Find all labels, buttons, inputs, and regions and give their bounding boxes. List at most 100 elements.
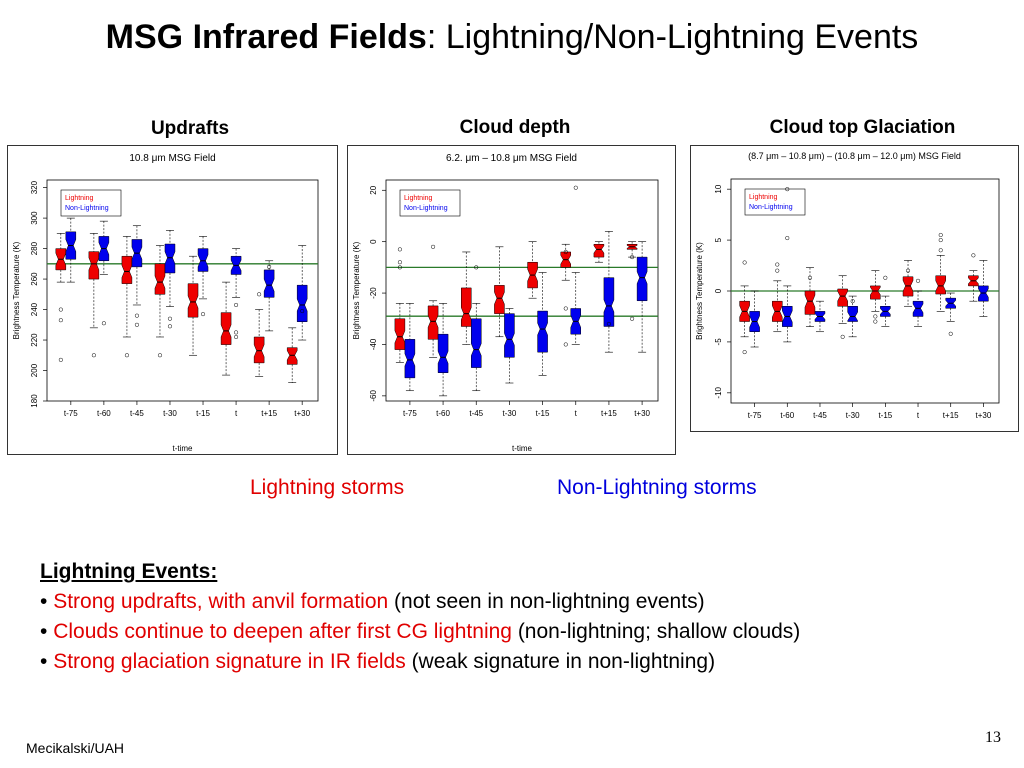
legend-lightning: Lightning	[749, 194, 778, 201]
chart-cloud-depth-svg: 6.2. μm – 10.8 μm MSG Field -60 -40 -20 0 20 B…	[352, 153, 659, 453]
box-nonlightning	[504, 313, 515, 358]
outlier-point	[573, 185, 578, 190]
chart-glaciation-svg: (8.7 μm – 10.8 μm) – (10.8 μm – 12.0 μm)…	[695, 151, 1000, 420]
box-lightning	[121, 255, 133, 284]
outlier-point	[474, 265, 479, 270]
bullet-3: • Strong glaciation signature in IR fiel…	[40, 647, 800, 677]
outlier-point	[775, 268, 780, 273]
outlier-point	[563, 342, 568, 347]
outlier-point	[234, 330, 239, 335]
x-tick-label: t-45	[130, 409, 144, 418]
bullet-2: • Clouds continue to deepen after first …	[40, 617, 800, 647]
x-tick-label: t	[575, 409, 578, 418]
box-nonlightning	[263, 269, 275, 298]
x-tick-label: t+30	[634, 409, 650, 418]
x-tick-label: t-15	[878, 411, 892, 420]
x-axis-label: t-time	[173, 444, 194, 453]
y-tick-label: -40	[369, 338, 378, 350]
bullet-3-char: •	[40, 650, 48, 673]
outlier-point	[775, 262, 780, 267]
bullet-3-note: (weak signature in non-lightning)	[405, 650, 716, 673]
outlier-point	[807, 275, 813, 280]
outlier-point	[883, 275, 888, 280]
outlier-point	[915, 278, 921, 283]
outlier-point	[134, 322, 139, 327]
lightning-events: Lightning Events: • Strong updrafts, wit…	[40, 557, 800, 677]
chart-cloud-depth: 6.2. μm – 10.8 μm MSG Field -60 -40 -20 0 20 B…	[347, 145, 676, 455]
y-tick-label: 220	[30, 333, 39, 347]
outlier-point	[234, 334, 239, 340]
outlier-point	[840, 334, 845, 339]
x-tick-label: t-60	[436, 409, 450, 418]
legend-nonlightning: Non-Lightning	[404, 205, 448, 212]
y-tick-label: 10	[714, 184, 723, 193]
x-tick-label: t-60	[780, 411, 794, 420]
y-tick-label: 300	[30, 211, 39, 225]
box-nonlightning	[978, 285, 989, 302]
box-lightning	[427, 305, 439, 340]
y-tick-label: -60	[369, 390, 378, 402]
box-lightning	[154, 263, 166, 295]
outlier-point	[58, 357, 63, 362]
box-lightning	[902, 276, 914, 297]
slide-title: MSG Infrared Fields: Lightning/Non-Light…	[0, 18, 1024, 57]
outlier-point	[630, 255, 635, 260]
box-lightning	[253, 336, 265, 364]
x-tick-label: t+15	[601, 409, 617, 418]
box-nonlightning	[847, 306, 858, 322]
outlier-point	[134, 313, 139, 318]
legend-box	[399, 189, 461, 217]
x-tick-label: t-15	[536, 409, 550, 418]
box-nonlightning	[912, 300, 924, 317]
bullet-1-char: •	[40, 590, 48, 613]
outlier-point	[397, 265, 402, 270]
outlier-point	[938, 232, 943, 238]
box-nonlightning	[636, 256, 648, 302]
y-tick-label: 20	[369, 185, 378, 194]
box-lightning	[804, 290, 816, 315]
chart-updrafts-svg: 10.8 μm MSG Field 180 200 220 240 260 280 300 32…	[12, 153, 319, 453]
outlier-point	[257, 292, 262, 297]
x-tick-label: t	[917, 411, 920, 420]
plot-frame	[46, 179, 319, 402]
bullet-1: • Strong updrafts, with anvil formation …	[40, 587, 800, 617]
box-lightning	[593, 243, 605, 258]
outlier-point	[850, 299, 855, 304]
bullet-2-note: (non-lightning; shallow clouds)	[511, 620, 801, 643]
outlier-point	[971, 253, 976, 258]
x-tick-label: t	[235, 409, 238, 418]
box-lightning	[187, 283, 199, 318]
box-lightning	[220, 312, 232, 345]
x-tick-label: t-30	[503, 409, 517, 418]
outlier-point	[873, 319, 878, 324]
bullet-1-highlight: Strong updrafts, with anvil formation	[53, 590, 389, 613]
panel-label-glaciation: Cloud top Glaciation	[769, 117, 956, 138]
outlier-point	[785, 187, 790, 192]
legend-nonlightning: Non-Lightning	[749, 204, 793, 211]
box-lightning	[494, 285, 505, 314]
outlier-point	[58, 318, 63, 323]
outlier-point	[606, 321, 611, 326]
x-tick-label: t+30	[975, 411, 991, 420]
chart-title: 10.8 μm MSG Field	[129, 153, 215, 164]
outlier-point	[742, 260, 747, 265]
y-tick-label: 180	[30, 394, 39, 408]
x-tick-label: t+15	[943, 411, 959, 420]
bullet-1-note: (not seen in non-lightning events)	[388, 590, 705, 613]
bullet-2-char: •	[40, 620, 48, 643]
y-tick-label: -5	[714, 338, 723, 346]
legend-nonlightning: Non-Lightning	[65, 205, 109, 212]
outlier-point	[785, 236, 790, 241]
outlier-point	[91, 353, 96, 358]
box-lightning	[88, 251, 100, 280]
box-nonlightning	[470, 318, 482, 368]
x-tick-label: t-30	[846, 411, 860, 420]
outlier-point	[630, 316, 635, 321]
outlier-point	[101, 321, 106, 326]
x-tick-label: t-15	[196, 409, 210, 418]
outlier-point	[905, 268, 911, 273]
outlier-point	[300, 309, 305, 314]
y-tick-label: 260	[30, 272, 39, 286]
page-number: 13	[985, 729, 1001, 746]
box-nonlightning	[437, 333, 449, 373]
